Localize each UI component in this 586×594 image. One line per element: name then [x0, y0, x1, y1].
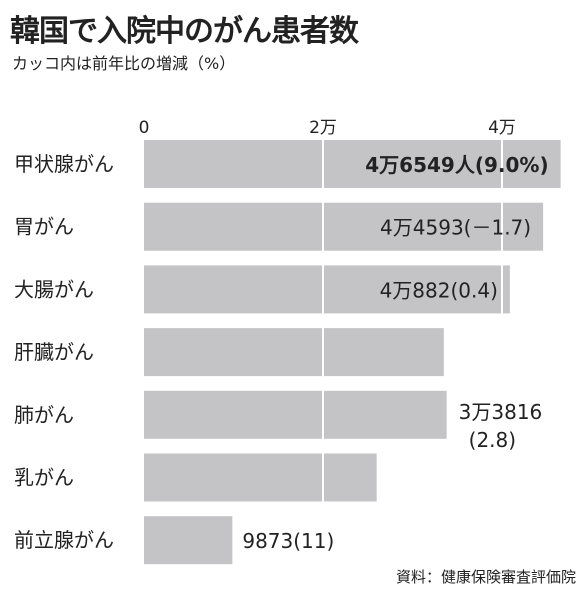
category-label: 前立腺がん	[14, 528, 114, 552]
chart-title: 韓国で入院中のがん患者数	[10, 14, 359, 49]
chart-subtitle: カッコ内は前年比の増減（%）	[12, 54, 236, 73]
bar	[144, 328, 444, 377]
bar	[144, 516, 233, 565]
bar	[144, 140, 561, 188]
data-label: 4万6549人(9.0%)	[365, 153, 548, 177]
data-label: 3万3816	[459, 400, 543, 424]
x-tick-label: 0	[139, 118, 150, 138]
bar	[144, 390, 447, 439]
data-label: (2.8)	[469, 428, 516, 452]
category-label: 大腸がん	[14, 277, 94, 301]
bar	[144, 453, 377, 502]
x-tick-label: 4万	[488, 118, 516, 138]
data-label: 4万4593(－1.7)	[380, 216, 531, 240]
data-label: 9873(11)	[242, 529, 334, 553]
data-label: 4万882(0.4)	[380, 278, 498, 302]
bar	[144, 265, 510, 314]
category-label: 甲状腺がん	[14, 152, 114, 176]
bar	[144, 202, 544, 251]
x-tick-label: 2万	[309, 118, 337, 138]
category-label: 胃がん	[14, 215, 74, 239]
category-label: 肺がん	[14, 403, 74, 427]
category-label: 乳がん	[14, 466, 74, 490]
source-note: 資料：健康保険審査評価院	[395, 568, 576, 586]
category-label: 肝臓がん	[14, 340, 94, 364]
